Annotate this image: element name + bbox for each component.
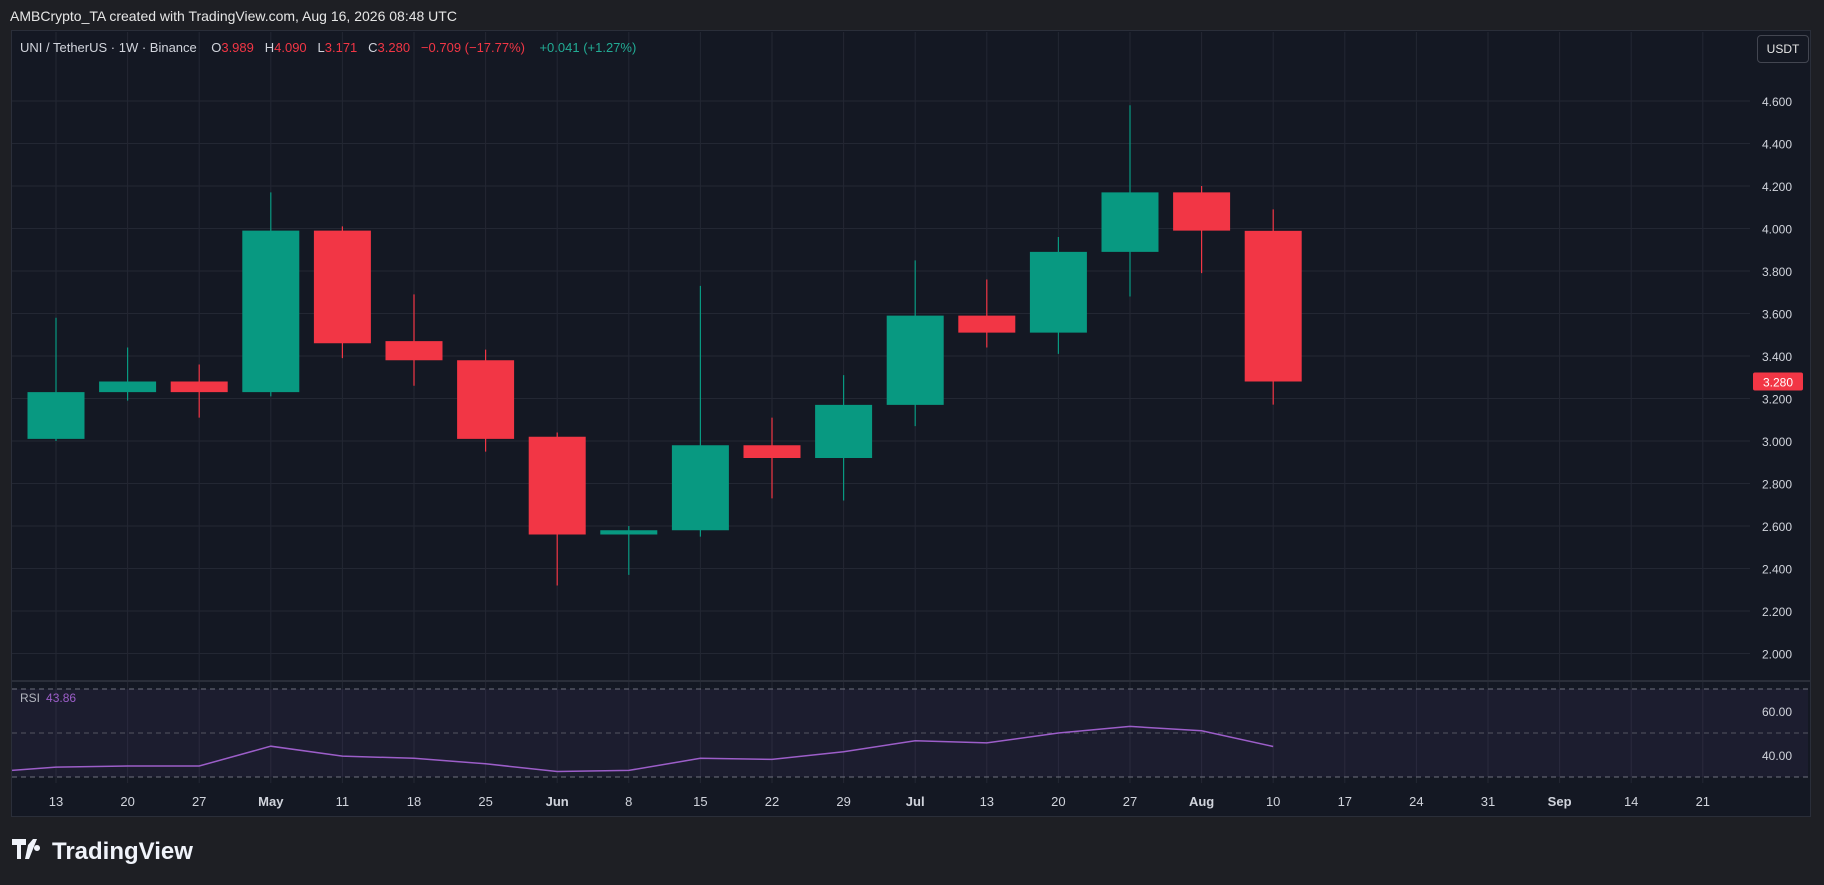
time-tick-label: 20 <box>1051 794 1065 809</box>
candle-body <box>1101 192 1159 252</box>
close-value: 3.280 <box>377 40 411 55</box>
price-tick-label: 3.400 <box>1762 350 1792 364</box>
time-tick-label: Aug <box>1189 794 1214 809</box>
candle-body <box>600 530 658 535</box>
last-price-label: 3.280 <box>1763 376 1793 390</box>
currency-button[interactable]: USDT <box>1757 35 1809 63</box>
ohlc-legend: UNI / TetherUS · 1W · Binance O3.989 H4.… <box>20 40 636 55</box>
candle-body <box>1173 192 1231 231</box>
candle-body <box>671 445 729 531</box>
time-tick-label: 14 <box>1624 794 1638 809</box>
tradingview-logo-icon <box>12 839 46 865</box>
candle-body <box>170 381 228 393</box>
price-change: −0.709 (−17.77%) <box>420 40 525 55</box>
time-tick-label: 20 <box>120 794 134 809</box>
last-price-badge <box>1753 372 1803 391</box>
time-tick-label: Jul <box>906 794 925 809</box>
candle-body <box>886 315 944 405</box>
candle-body <box>958 315 1016 333</box>
time-tick-label: 27 <box>192 794 206 809</box>
open-value: 3.989 <box>221 40 254 55</box>
price-tick-label: 3.600 <box>1762 308 1792 322</box>
price-tick-label: 4.000 <box>1762 223 1792 237</box>
candle-body <box>815 404 873 458</box>
candle-body <box>99 381 157 393</box>
time-tick-label: Jun <box>546 794 569 809</box>
open-label: O <box>211 40 222 55</box>
rsi-value: 43.86 <box>46 691 77 705</box>
rsi-tick-label: 40.00 <box>1762 749 1792 763</box>
chart-frame[interactable] <box>11 30 1811 817</box>
time-tick-label: May <box>258 794 284 809</box>
low-value: 3.171 <box>324 40 358 55</box>
time-tick-label: 22 <box>765 794 779 809</box>
time-tick-label: 18 <box>407 794 421 809</box>
time-tick-label: 15 <box>693 794 707 809</box>
price-tick-label: 3.000 <box>1762 435 1792 449</box>
price-tick-label: 2.600 <box>1762 520 1792 534</box>
time-tick-label: 8 <box>625 794 632 809</box>
candle-body <box>313 230 371 344</box>
time-tick-label: 29 <box>836 794 850 809</box>
time-tick-label: 10 <box>1266 794 1280 809</box>
chart-attribution: AMBCrypto_TA created with TradingView.co… <box>10 8 457 24</box>
candle-body <box>385 341 443 361</box>
price-tick-label: 2.000 <box>1762 648 1792 662</box>
time-tick-label: 27 <box>1123 794 1137 809</box>
high-value: 4.090 <box>274 40 307 55</box>
candle-body <box>242 230 300 393</box>
tradingview-brand: TradingView <box>52 838 193 865</box>
rsi-tick-label: 60.00 <box>1762 705 1792 719</box>
rsi-legend: RSI 43.86 <box>20 691 76 705</box>
secondary-change: +0.041 (+1.27%) <box>539 40 637 55</box>
candle-body <box>743 445 801 458</box>
candle-body <box>528 436 586 535</box>
time-tick-label: 24 <box>1409 794 1423 809</box>
rsi-line <box>11 725 1274 773</box>
low-label: L <box>317 40 325 55</box>
rsi-label: RSI <box>20 691 41 705</box>
price-tick-label: 2.800 <box>1762 478 1792 492</box>
price-tick-label: 4.200 <box>1762 180 1792 194</box>
tradingview-logo[interactable]: TradingView <box>12 838 193 866</box>
time-tick-label: 13 <box>49 794 63 809</box>
price-tick-label: 2.400 <box>1762 563 1792 577</box>
price-tick-label: 2.200 <box>1762 605 1792 619</box>
candle-body <box>1244 230 1302 382</box>
time-tick-label: 11 <box>336 794 350 809</box>
time-tick-label: 17 <box>1338 794 1352 809</box>
close-label: C <box>368 40 378 55</box>
price-tick-label: 4.600 <box>1762 95 1792 109</box>
time-tick-label: 21 <box>1696 794 1710 809</box>
time-tick-label: 13 <box>980 794 994 809</box>
rsi-band-fill <box>12 689 1808 777</box>
time-tick-label: Sep <box>1548 794 1572 809</box>
candle-body <box>1029 251 1087 333</box>
symbol-label: UNI / TetherUS · 1W · Binance <box>20 40 197 55</box>
candle-body <box>457 360 515 439</box>
high-label: H <box>264 40 275 55</box>
candle-body <box>27 392 85 439</box>
price-tick-label: 3.800 <box>1762 265 1792 279</box>
price-tick-label: 4.400 <box>1762 138 1792 152</box>
time-tick-label: 25 <box>478 794 492 809</box>
time-tick-label: 31 <box>1481 794 1495 809</box>
price-tick-label: 3.200 <box>1762 393 1792 407</box>
